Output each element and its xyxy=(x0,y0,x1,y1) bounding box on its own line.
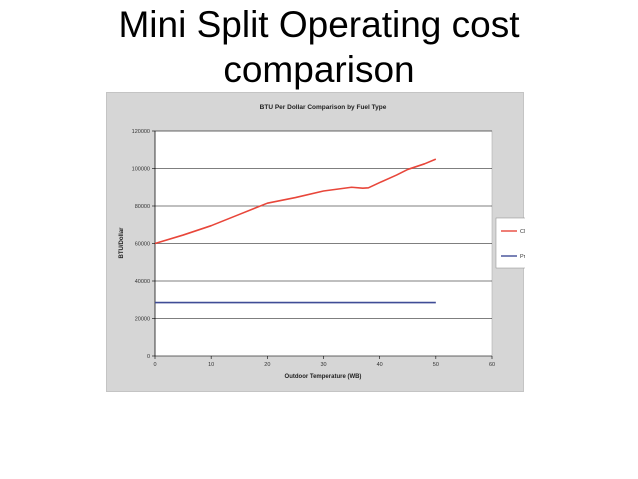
chart-title: BTU Per Dollar Comparison by Fuel Type xyxy=(260,104,387,111)
legend-label-propane: Propane xyxy=(520,254,525,260)
y-tick-label: 20000 xyxy=(135,317,150,323)
x-tick-label: 50 xyxy=(433,362,439,368)
slide-title-line-2: comparison xyxy=(223,49,415,90)
y-tick-label: 100000 xyxy=(132,167,150,173)
x-tick-label: 60 xyxy=(489,362,495,368)
y-tick-label: 120000 xyxy=(132,129,150,135)
x-tick-label: 10 xyxy=(208,362,214,368)
slide-title-line-1: Mini Split Operating cost xyxy=(118,4,520,45)
y-tick-label: 60000 xyxy=(135,242,150,248)
gridlines xyxy=(152,130,493,359)
series-line-cm xyxy=(154,158,437,245)
x-tick-label: 40 xyxy=(377,362,383,368)
y-tick-label: 0 xyxy=(147,354,150,360)
line-chart: 0 20000 40000 60000 80000 100000 120000 0 10 20 30… xyxy=(119,104,525,380)
legend-box xyxy=(495,217,525,269)
chart-frame: 0 20000 40000 60000 80000 100000 120000 0 10 20 30… xyxy=(106,92,525,392)
tick-labels: 0 20000 40000 60000 80000 100000 120000 0 10 20 30… xyxy=(132,129,495,368)
x-tick-label: 30 xyxy=(320,362,326,368)
y-tick-label: 80000 xyxy=(135,204,150,210)
series-group xyxy=(154,158,437,304)
legend: CM Propane xyxy=(501,229,525,260)
y-axis-title: BTU/Dollar xyxy=(119,227,125,259)
slide-title: Mini Split Operating cost comparison xyxy=(0,2,638,92)
x-tick-label: 0 xyxy=(153,362,156,368)
x-axis-title: Outdoor Temperature (WB) xyxy=(285,374,362,380)
x-tick-label: 20 xyxy=(264,362,270,368)
y-tick-label: 40000 xyxy=(135,279,150,285)
legend-label-cm: CM xyxy=(520,229,525,235)
